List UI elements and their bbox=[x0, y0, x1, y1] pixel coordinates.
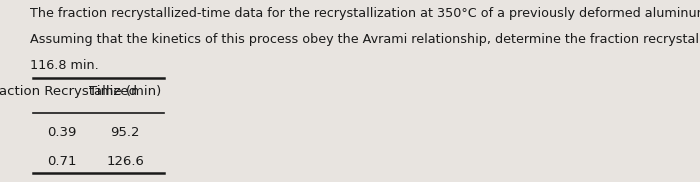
Text: Time (min): Time (min) bbox=[89, 85, 162, 98]
Text: 0.39: 0.39 bbox=[48, 126, 77, 139]
Text: The fraction recrystallized-time data for the recrystallization at 350°C of a pr: The fraction recrystallized-time data fo… bbox=[29, 7, 700, 20]
Text: 126.6: 126.6 bbox=[106, 155, 144, 168]
Text: 116.8 min.: 116.8 min. bbox=[29, 59, 98, 72]
Text: 0.71: 0.71 bbox=[48, 155, 77, 168]
Text: Assuming that the kinetics of this process obey the Avrami relationship, determi: Assuming that the kinetics of this proce… bbox=[29, 33, 700, 46]
Text: 95.2: 95.2 bbox=[111, 126, 140, 139]
Text: Fraction Recrystallized: Fraction Recrystallized bbox=[0, 85, 137, 98]
